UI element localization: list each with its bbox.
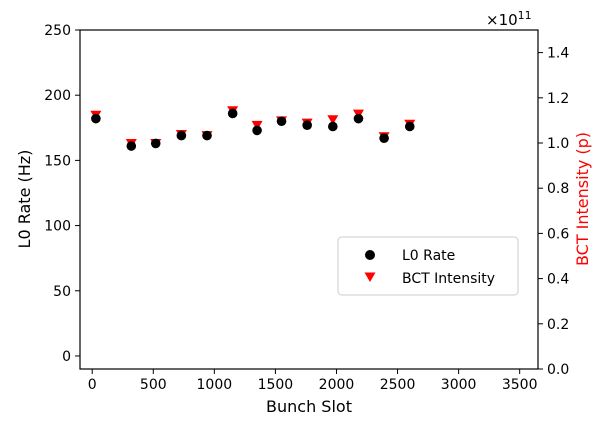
plot-frame [79,29,539,370]
x-tick-label: 3500 [502,377,538,393]
legend-box [337,236,519,296]
y-right-tick-label: 1.0 [547,136,569,152]
l0-rate-point [302,120,312,130]
x-axis-label: Bunch Slot [266,397,352,416]
l0-rate-point [202,130,212,141]
y-right-tick-label: 0.0 [547,362,569,378]
y-left-axis-ticks: 0 50 100 150 200 250 [44,23,80,365]
y-right-tick-label: 0.2 [547,317,569,333]
y-right-axis-label: BCT Intensity (p) [573,132,592,266]
x-tick-label: 1500 [258,377,294,393]
x-tick-label: 1000 [197,377,233,393]
legend-marker-bct-intensity [364,272,376,282]
bct-intensity-point [327,115,339,125]
y-right-axis-ticks: 0.0 0.2 0.4 0.6 0.8 1.0 1.2 1.4 [538,46,569,378]
y-right-tick-label: 0.4 [547,272,569,288]
right-axis-exponent: ×1011 [486,9,532,29]
y-left-tick-label: 250 [44,23,71,39]
series-layer [90,106,416,151]
l0-rate-point [150,138,161,149]
x-axis-ticks: 0 500 1000 1500 2000 2500 3000 3500 [88,369,538,393]
l0-rate-point [91,113,101,124]
x-tick-label: 0 [88,377,97,393]
l0-rate-point [126,141,137,151]
legend: L0 Rate BCT Intensity [337,236,519,296]
y-left-axis-label: L0 Rate (Hz) [15,150,34,249]
l0-rate-point [252,125,262,136]
l0-rate-point [379,133,389,144]
right-axis-exponent-base: ×10 [486,11,518,29]
y-left-tick-label: 200 [44,88,71,104]
l0-rate-point [353,113,364,124]
legend-label-bct-intensity: BCT Intensity [402,271,495,287]
y-right-tick-label: 0.6 [547,226,569,242]
y-right-tick-label: 0.8 [547,181,569,197]
l0-rate-point [176,130,187,141]
legend-marker-l0-rate [365,250,375,260]
x-tick-label: 2500 [380,377,416,393]
x-tick-label: 2000 [319,377,355,393]
l0-rate-point [328,121,338,132]
y-left-tick-label: 150 [44,153,71,169]
right-axis-exponent-power: 11 [518,9,532,22]
l0-rate-point [227,108,238,119]
y-left-tick-label: 50 [53,284,71,300]
x-tick-label: 500 [140,377,167,393]
y-left-tick-label: 100 [44,219,71,235]
l0-rate-point [404,121,415,132]
y-right-tick-label: 1.4 [547,46,569,62]
y-right-tick-label: 1.2 [547,91,569,107]
legend-label-l0-rate: L0 Rate [402,248,455,264]
y-left-tick-label: 0 [62,349,71,365]
x-tick-label: 3000 [441,377,477,393]
l0-rate-point [276,116,287,127]
